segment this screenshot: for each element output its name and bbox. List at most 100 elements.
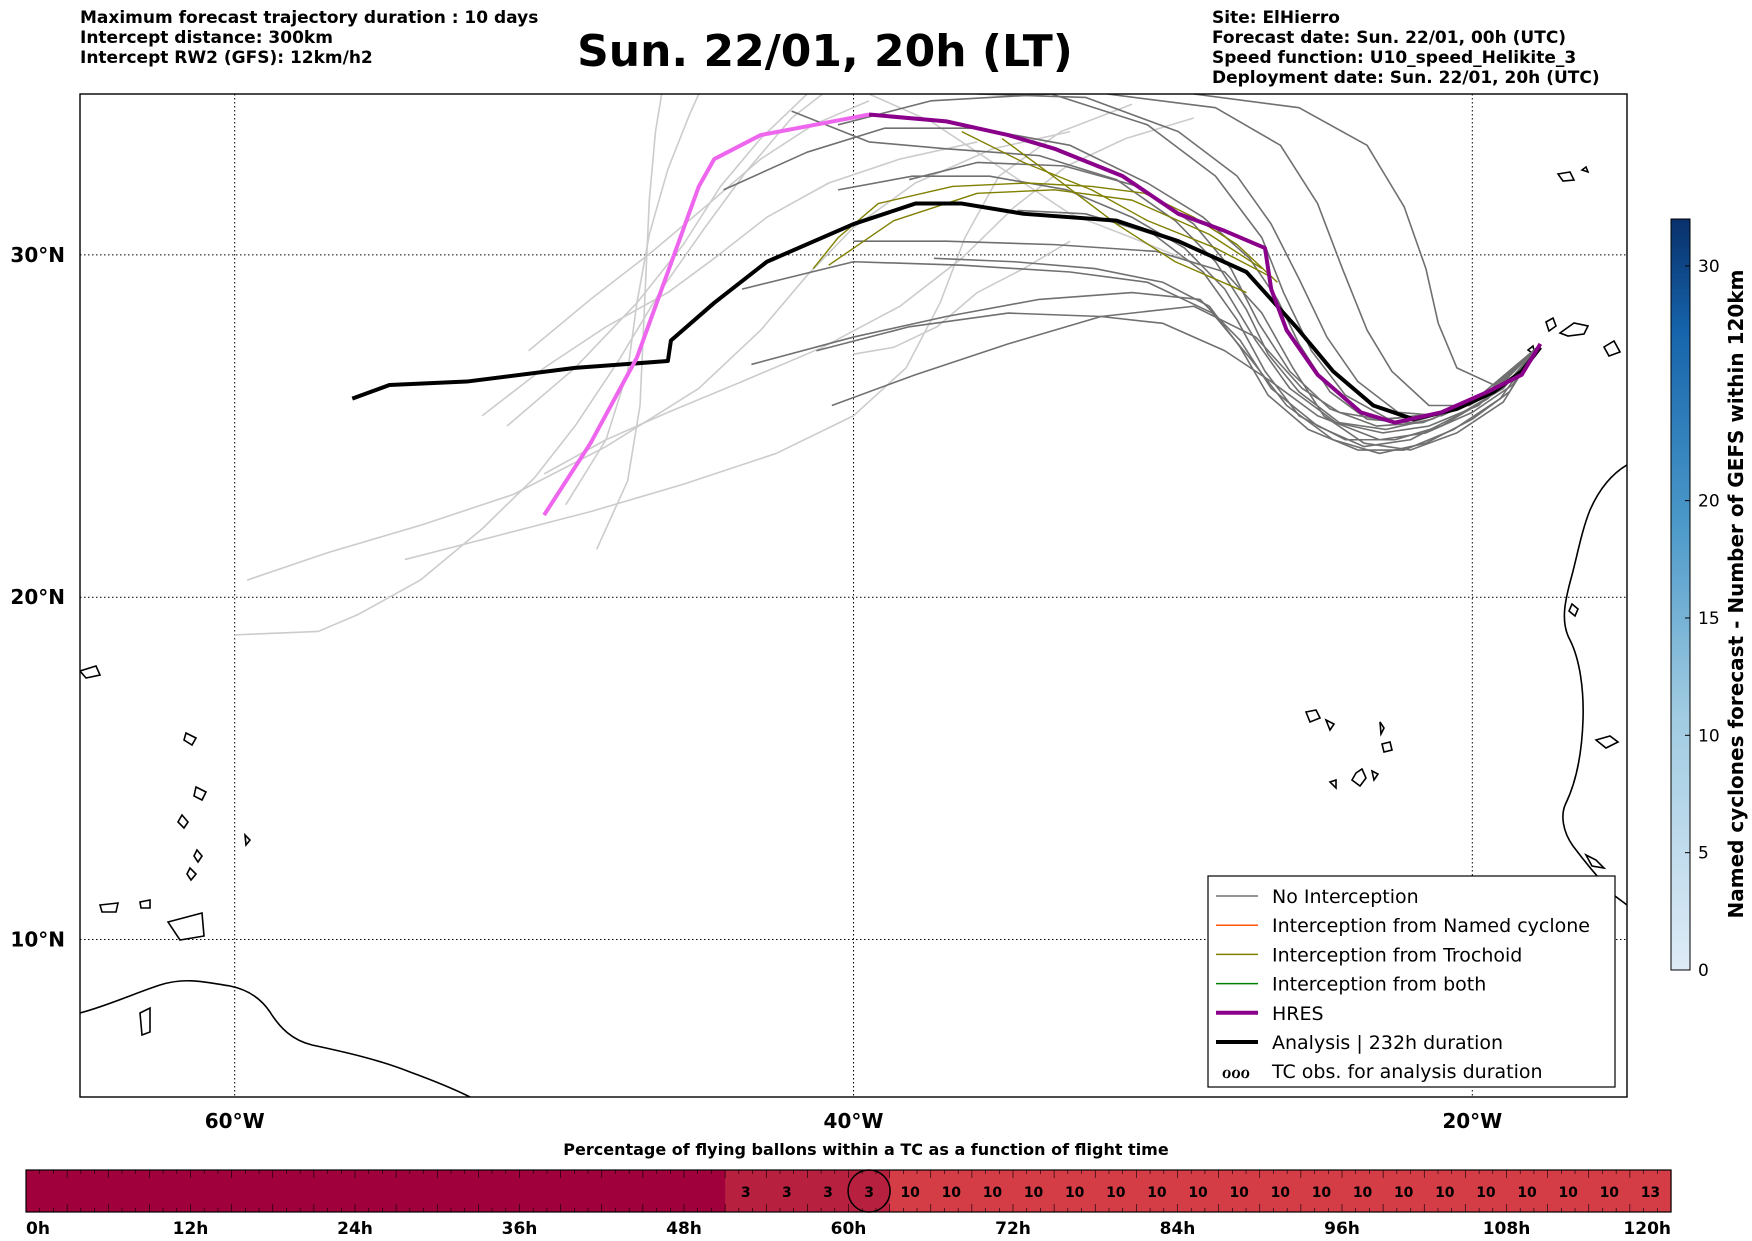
strip-cell — [930, 1170, 973, 1212]
named-cyclones-colorbar: 0 5 10 15 20 30 Named cyclones forecast - Num… — [1670, 218, 1748, 981]
madeira — [1556, 165, 1590, 182]
strip-value-label: 3 — [823, 1185, 833, 1201]
x-tick-label: 60°W — [205, 1109, 265, 1133]
legend-box — [1207, 875, 1616, 1088]
strip-cell — [1095, 1170, 1137, 1212]
western-sahara-detail — [1568, 602, 1579, 618]
strip-cell — [848, 1170, 891, 1212]
hres-track-early — [542, 112, 870, 517]
strip-cell — [766, 1170, 808, 1212]
strip-cell — [26, 1170, 68, 1212]
strip-value-label: 10 — [1312, 1185, 1332, 1201]
lesser-antilles-1 — [183, 731, 198, 747]
strip-value-label: 10 — [1476, 1185, 1496, 1201]
colorbar-tick-label: 20 — [1698, 492, 1720, 512]
strip-value-label: 10 — [1558, 1185, 1578, 1201]
colorbar-tick-label: 30 — [1698, 257, 1720, 277]
no-interception-track-light — [853, 240, 1071, 355]
trochoid-interception-track — [1001, 137, 1247, 294]
hres-track — [868, 112, 1543, 425]
strip-value-label: 10 — [1024, 1185, 1044, 1201]
intercept-rw2-text: Intercept RW2 (GFS): 12km/h2 — [80, 48, 373, 68]
axis-tick-labels: 60°W 40°W 20°W 10°N 20°N 30°N — [10, 243, 1502, 1133]
legend: No Interception Interception from Named c… — [1207, 875, 1616, 1088]
strip-value-label: 10 — [942, 1185, 962, 1201]
strip-cell — [149, 1170, 192, 1212]
speed-function-text: Speed function: U10_speed_Helikite_3 — [1212, 48, 1577, 68]
legend-label: HRES — [1272, 1003, 1324, 1025]
strip-cell — [437, 1170, 479, 1212]
x-tick-label: 20°W — [1442, 1109, 1502, 1133]
max-duration-text: Maximum forecast trajectory duration : 1… — [80, 8, 539, 28]
strip-cell — [1506, 1170, 1549, 1212]
strip-tick-label: 72h — [995, 1219, 1031, 1239]
legend-label: Interception from both — [1272, 974, 1486, 996]
strip-cell — [1629, 1170, 1672, 1212]
legend-label: TC obs. for analysis duration — [1271, 1061, 1543, 1083]
lesser-antilles-5 — [186, 866, 198, 882]
strip-cell — [684, 1170, 726, 1212]
africa-coast — [1562, 464, 1627, 906]
strip-value-label: 10 — [1435, 1185, 1455, 1201]
coastlines — [80, 165, 1627, 1097]
strip-value-label: 3 — [741, 1185, 751, 1201]
trochoid-interception-track — [828, 189, 1263, 270]
colorbar-tick-label: 0 — [1698, 961, 1709, 981]
strip-tick-label: 48h — [666, 1219, 702, 1239]
strip-cell — [1177, 1170, 1220, 1212]
no-interception-track-light — [404, 103, 1133, 561]
no-interception-track-light — [543, 117, 1195, 475]
senegal-coast-detail — [1584, 735, 1620, 870]
strip-cell — [1218, 1170, 1261, 1212]
strip-cell — [642, 1170, 685, 1212]
strip-cell — [190, 1170, 233, 1212]
strip-cell — [396, 1170, 438, 1212]
strip-cell — [807, 1170, 850, 1212]
strip-cell — [272, 1170, 315, 1212]
strip-tick-label: 0h — [26, 1219, 50, 1239]
strip-cell — [1588, 1170, 1631, 1212]
no-interception-track — [908, 161, 1538, 427]
intercept-distance-text: Intercept distance: 300km — [80, 28, 333, 48]
cape-verde-islands — [1304, 709, 1393, 790]
no-interception-track-light — [595, 94, 663, 550]
no-interception-track-light — [565, 94, 700, 506]
strip-tick-label: 84h — [1160, 1219, 1196, 1239]
strip-cell — [478, 1170, 521, 1212]
map-border — [79, 93, 1628, 1098]
current-time-marker — [847, 1169, 891, 1213]
strip-tick-label: 60h — [831, 1219, 867, 1239]
strip-cell — [560, 1170, 603, 1212]
south-america-coast — [80, 980, 471, 1097]
site-text: Site: ElHierro — [1212, 8, 1340, 28]
no-interception-track — [816, 312, 1538, 441]
colorbar-title: Named cyclones forecast - Number of GEFS… — [1724, 270, 1748, 919]
strip-cell — [725, 1170, 767, 1212]
no-interception-track — [933, 257, 1538, 451]
strip-value-label: 10 — [1517, 1185, 1537, 1201]
strip-value-label: 13 — [1641, 1185, 1660, 1201]
forecast-info: Site: ElHierro Forecast date: Sun. 22/01… — [1212, 8, 1600, 88]
trajectories — [234, 94, 1543, 636]
venezuela-islands — [98, 899, 151, 913]
strip-value-label: 10 — [983, 1185, 1003, 1201]
no-interception-track — [853, 240, 1538, 451]
strip-cell — [1136, 1170, 1179, 1212]
strip-cell — [1383, 1170, 1425, 1212]
strip-cell — [1054, 1170, 1096, 1212]
lesser-antilles-4 — [193, 848, 203, 864]
x-tick-label: 40°W — [824, 1109, 884, 1133]
strip-tick-label: 120h — [1623, 1219, 1671, 1239]
strip-value-label: 10 — [1065, 1185, 1085, 1201]
y-tick-label: 10°N — [10, 928, 65, 952]
no-interception-track-light — [481, 141, 978, 417]
hispaniola-fragment — [80, 665, 102, 679]
strip-tick-label: 12h — [173, 1219, 209, 1239]
legend-symbol-tc-obs: ℴℴℴ — [1222, 1059, 1250, 1083]
strip-value-label: 10 — [1271, 1185, 1291, 1201]
legend-label: Interception from Named cyclone — [1272, 915, 1590, 937]
strip-value-label: 10 — [1394, 1185, 1414, 1201]
strip-title: Percentage of flying ballons within a TC… — [563, 1140, 1169, 1159]
strip-cell — [601, 1170, 644, 1212]
strip-cell — [1424, 1170, 1466, 1212]
